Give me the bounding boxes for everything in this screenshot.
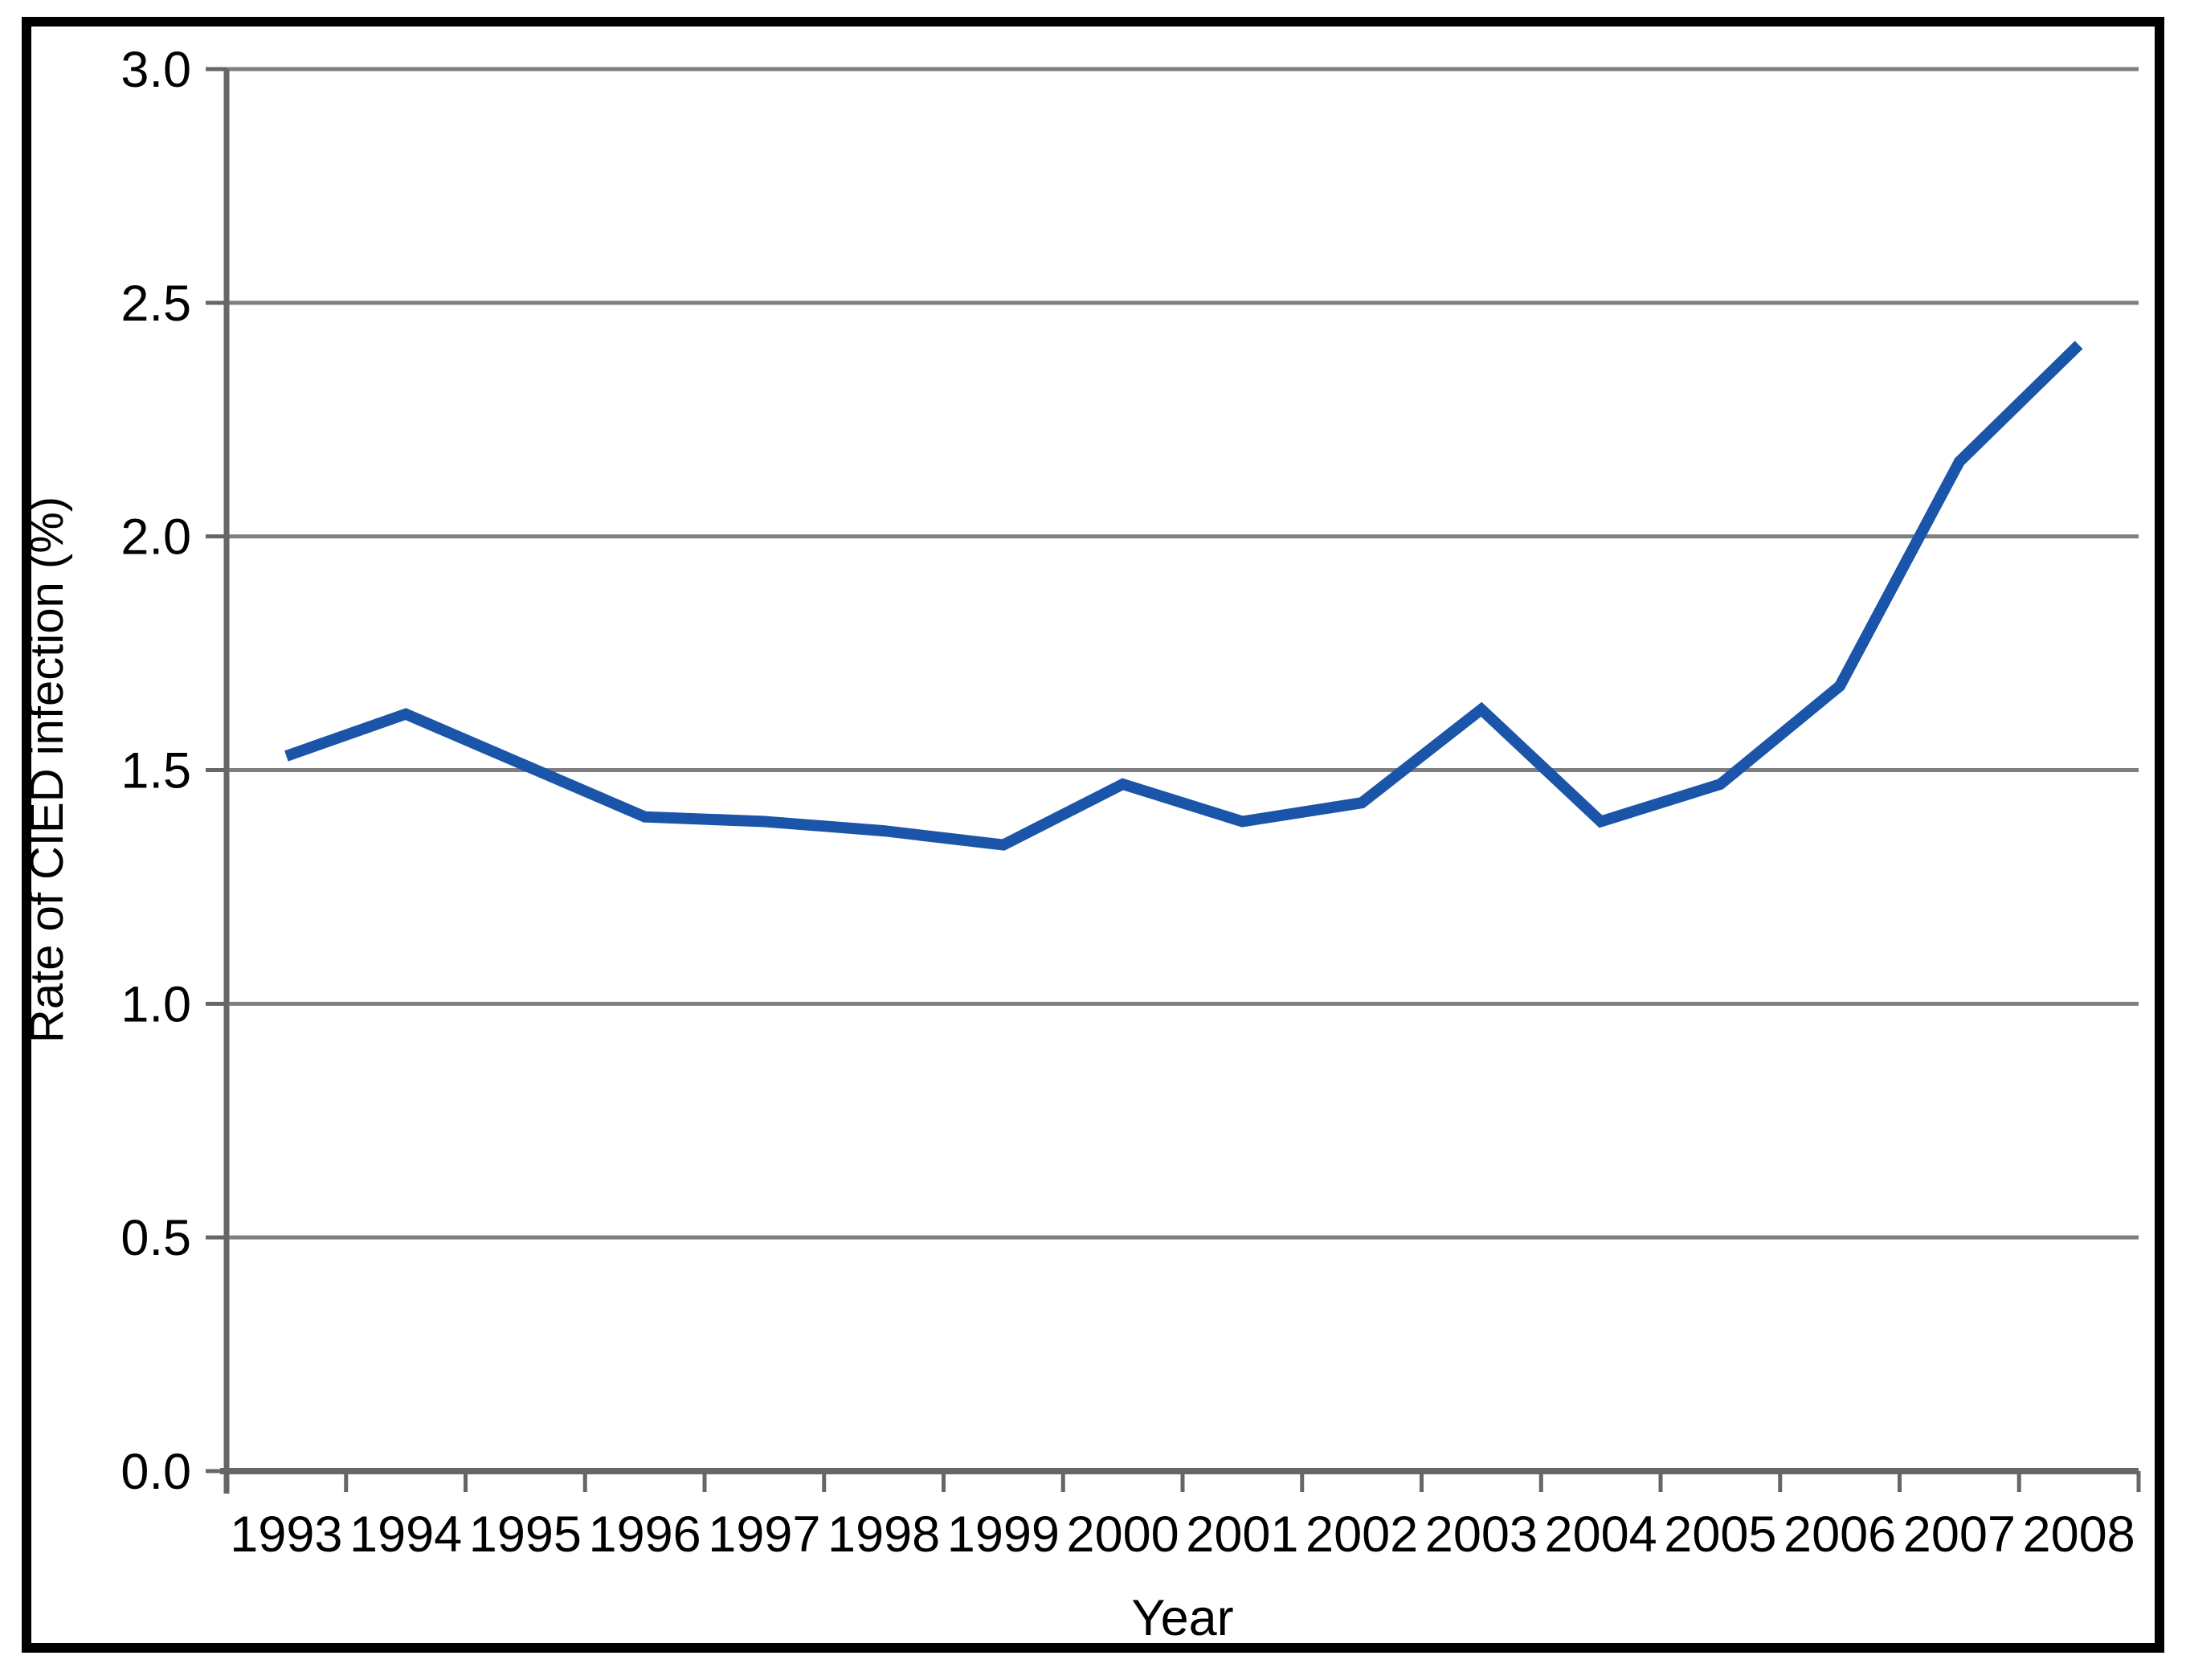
year-label-1993: 1993 [230,1506,342,1563]
year-label-2008: 2008 [2023,1506,2135,1563]
year-label-1995: 1995 [469,1506,582,1563]
year-label-2002: 2002 [1305,1506,1418,1563]
year-label-1996: 1996 [589,1506,701,1563]
year-label-1999: 1999 [947,1506,1060,1563]
year-label-1998: 1998 [827,1506,940,1563]
y-tick-label-2.0: 2.0 [121,509,191,566]
y-tick-label-2.5: 2.5 [121,276,191,332]
x-tick-labels: 1993 1994 1995 1996 1997 1998 1999 2000 2001 2002… [230,1506,2135,1563]
axes [220,69,2139,1494]
y-tick-label-0.5: 0.5 [121,1210,191,1266]
year-label-2005: 2005 [1664,1506,1776,1563]
y-tick-label-1.0: 1.0 [121,976,191,1032]
figure-border-frame [22,17,2164,1653]
y-tick-label-0.0: 0.0 [121,1444,191,1500]
y-tick-label-1.5: 1.5 [121,743,191,799]
year-label-1997: 1997 [708,1506,820,1563]
series-line-0 [284,341,2083,851]
x-axis-title: Year [1131,1590,1233,1646]
y-axis-title: Rate of CIED infection (%) [21,497,73,1043]
year-label-2006: 2006 [1784,1506,1896,1563]
year-label-2004: 2004 [1545,1506,1657,1563]
year-label-2000: 2000 [1067,1506,1179,1563]
year-label-1994: 1994 [349,1506,462,1563]
data-series [284,341,2083,851]
y-tick-labels: 3.0 2.5 2.0 1.5 1.0 0.5 0.0 [121,42,191,1500]
year-label-2001: 2001 [1186,1506,1298,1563]
y-tick-label-3.0: 3.0 [121,42,191,98]
axis-ticks [206,67,2141,1492]
year-label-2007: 2007 [1903,1506,2016,1563]
year-label-2003: 2003 [1425,1506,1538,1563]
